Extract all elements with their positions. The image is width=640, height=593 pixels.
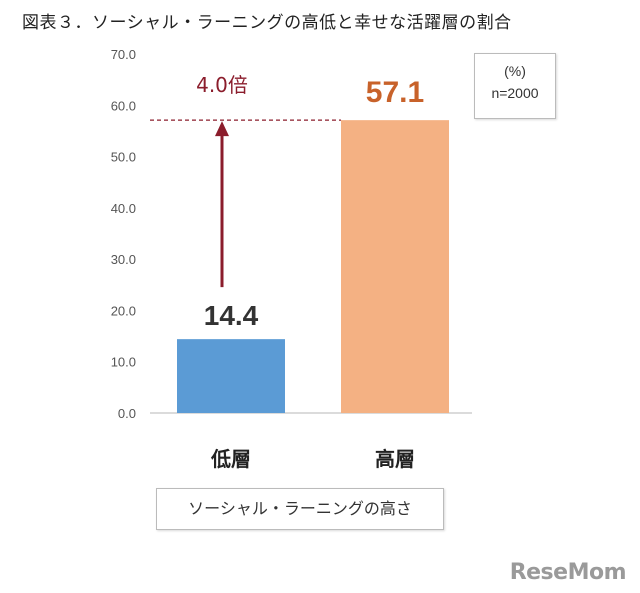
ratio-label: 4.0倍 [196, 73, 248, 97]
category-label: 高層 [375, 447, 415, 471]
y-tick-label: 40.0 [111, 201, 136, 216]
y-tick-label: 30.0 [111, 252, 136, 267]
bar-1 [341, 120, 449, 413]
ratio-arrow-head [215, 121, 229, 137]
y-tick-label: 0.0 [118, 406, 136, 421]
y-tick-label: 60.0 [111, 98, 136, 113]
bar-value-label: 14.4 [204, 300, 259, 331]
x-axis-label: ソーシャル・ラーニングの高さ [156, 488, 444, 530]
y-tick-label: 10.0 [111, 355, 136, 370]
chart-title: 図表３．ソーシャル・ラーニングの高低と幸せな活躍層の割合 [22, 13, 512, 33]
unit-box: (%) n=2000 [474, 53, 556, 119]
unit-label: (%) [504, 63, 526, 79]
sample-size-label: n=2000 [491, 85, 539, 101]
y-tick-label: 50.0 [111, 150, 136, 165]
category-label: 低層 [210, 447, 251, 471]
y-tick-label: 70.0 [111, 47, 136, 62]
y-tick-label: 20.0 [111, 303, 136, 318]
bar-0 [177, 339, 285, 413]
bar-value-label: 57.1 [366, 76, 424, 109]
resemom-logo: ReseMom [509, 560, 627, 585]
